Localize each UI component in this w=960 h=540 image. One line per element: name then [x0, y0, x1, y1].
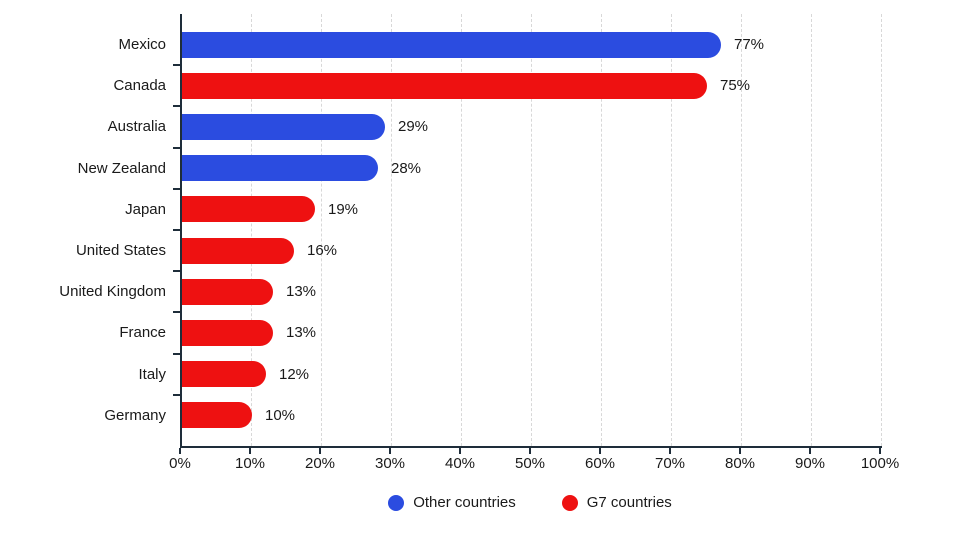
bar-row-united-kingdom: 13%	[182, 271, 882, 312]
x-axis-label-50%: 50%	[514, 455, 546, 472]
category-label-japan: Japan	[125, 200, 166, 218]
value-label: 13%	[286, 283, 317, 301]
gridline-40%	[461, 14, 462, 446]
x-axis-tick-100%	[879, 448, 881, 454]
y-axis-tick	[173, 311, 180, 314]
x-axis-tick-50%	[529, 448, 531, 454]
x-axis-label-30%: 30%	[374, 455, 406, 472]
x-axis-label-40%: 40%	[444, 455, 476, 472]
value-label: 28%	[391, 159, 422, 177]
y-axis-tick	[173, 352, 180, 355]
legend-dot-g7	[561, 494, 578, 511]
bar-row-italy: 12%	[182, 354, 882, 395]
x-axis-tick-20%	[319, 448, 321, 454]
bar-germany	[182, 402, 252, 429]
category-label-new-zealand: New Zealand	[77, 159, 166, 177]
y-axis-tick	[173, 229, 180, 231]
category-label-canada: Canada	[113, 77, 166, 95]
x-axis-tick-70%	[669, 448, 671, 454]
y-axis-tick	[173, 146, 180, 149]
x-axis-label-90%: 90%	[794, 455, 826, 472]
plot-area: 77% 75% 29% 28% 19% 16% 13% 13% 12% 10%	[180, 14, 882, 448]
bar-japan	[182, 196, 315, 223]
gridline-90%	[811, 14, 812, 446]
legend-entry-g7: G7 countries	[561, 494, 672, 511]
legend-dot-other	[388, 494, 405, 511]
category-label-united-states: United States	[75, 242, 166, 260]
x-axis-label-10%: 10%	[234, 455, 266, 472]
x-axis-label-0%: 0%	[169, 455, 191, 472]
bar-row-canada: 75%	[182, 65, 882, 106]
x-axis-tick-0%	[179, 448, 181, 454]
x-axis-label-70%: 70%	[654, 455, 686, 472]
bar-australia	[182, 113, 385, 140]
bar-france	[182, 319, 273, 346]
x-axis-label-60%: 60%	[584, 455, 616, 472]
category-label-australia: Australia	[107, 118, 166, 136]
legend-label-other: Other countries	[413, 494, 516, 511]
bar-row-australia: 29%	[182, 106, 882, 147]
x-axis-tick-60%	[599, 448, 601, 454]
bar-italy	[182, 361, 266, 388]
category-label-united-kingdom: United Kingdom	[59, 283, 166, 301]
x-axis-label-100%: 100%	[860, 455, 900, 472]
x-axis-tick-90%	[809, 448, 811, 454]
value-label: 77%	[734, 36, 765, 54]
x-axis-label-80%: 80%	[724, 455, 756, 472]
legend-label-g7: G7 countries	[586, 494, 672, 511]
category-label-france: France	[119, 324, 166, 342]
value-label: 19%	[328, 200, 359, 218]
gridline-70%	[671, 14, 672, 446]
bar-united-kingdom	[182, 278, 273, 305]
y-axis-tick	[173, 187, 180, 190]
y-axis-tick	[173, 270, 180, 273]
gridline-80%	[741, 14, 742, 446]
y-axis-tick	[173, 105, 180, 108]
bar-row-mexico: 77%	[182, 24, 882, 65]
gridline-60%	[601, 14, 602, 446]
legend: Other countries G7 countries	[180, 494, 880, 511]
gridline-20%	[321, 14, 322, 446]
bar-canada	[182, 72, 707, 99]
x-axis-label-20%: 20%	[304, 455, 336, 472]
bar-row-united-states: 16%	[182, 230, 882, 271]
x-axis-tick-30%	[389, 448, 391, 454]
category-label-italy: Italy	[138, 365, 166, 383]
x-axis-tick-40%	[459, 448, 461, 454]
x-axis-tick-10%	[249, 448, 251, 454]
bar-row-france: 13%	[182, 312, 882, 353]
value-label: 10%	[265, 406, 296, 424]
bar-row-new-zealand: 28%	[182, 148, 882, 189]
y-axis-tick	[173, 393, 180, 396]
bar-mexico	[182, 31, 721, 58]
gridline-30%	[391, 14, 392, 446]
x-axis-tick-80%	[739, 448, 741, 454]
category-label-germany: Germany	[104, 406, 166, 424]
value-label: 12%	[279, 365, 310, 383]
y-axis-tick	[173, 64, 180, 67]
bar-united-states	[182, 237, 294, 264]
bar-rows: 77% 75% 29% 28% 19% 16% 13% 13% 12% 10%	[182, 14, 882, 446]
legend-entry-other: Other countries	[388, 494, 516, 511]
value-label: 16%	[307, 242, 338, 260]
gridline-100%	[881, 14, 882, 446]
value-label: 75%	[720, 77, 751, 95]
gridline-50%	[531, 14, 532, 446]
gridline-10%	[251, 14, 252, 446]
bar-row-japan: 19%	[182, 189, 882, 230]
value-label: 29%	[398, 118, 429, 136]
bar-new-zealand	[182, 155, 378, 182]
bar-row-germany: 10%	[182, 395, 882, 436]
value-label: 13%	[286, 324, 317, 342]
category-label-mexico: Mexico	[118, 36, 166, 54]
